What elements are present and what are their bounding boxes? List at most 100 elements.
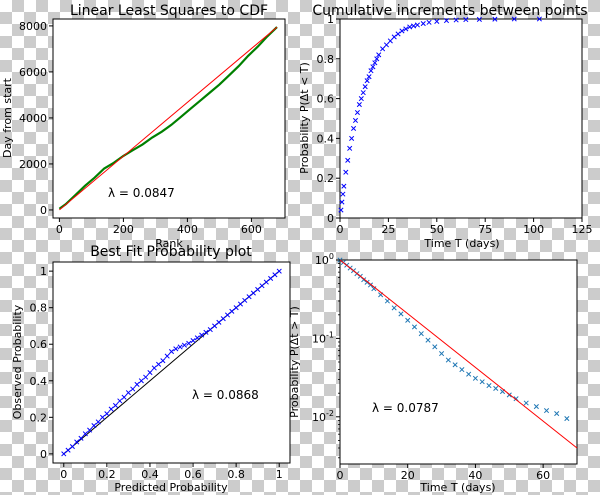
data-marks <box>58 26 278 211</box>
data-point <box>237 301 243 307</box>
data-point <box>341 183 347 189</box>
data-point <box>233 305 239 311</box>
data-point <box>362 84 368 90</box>
data-point <box>164 353 170 359</box>
data-point <box>250 290 256 296</box>
data-point <box>380 46 386 52</box>
data-point <box>272 272 278 278</box>
data-point <box>340 191 346 197</box>
x-tick-label: 40 <box>468 469 482 482</box>
data-point <box>263 279 269 285</box>
y-tick-label: 0.6 <box>30 338 48 351</box>
x-tick-label: 0.8 <box>227 468 245 481</box>
data-point <box>372 60 378 66</box>
series-line <box>339 259 578 449</box>
data-point <box>543 408 550 414</box>
data-point <box>95 419 101 425</box>
y-tick-label: 10-1 <box>312 330 334 345</box>
data-point <box>445 357 451 363</box>
x-tick-label: 0.4 <box>141 468 159 481</box>
lambda-annotation: λ = 0.0847 <box>108 186 175 200</box>
data-point <box>554 411 560 417</box>
data-point <box>511 16 517 22</box>
data-point <box>343 169 349 175</box>
data-point <box>108 406 114 412</box>
x-axis-label: Predicted Probability <box>114 481 228 494</box>
data-point <box>414 22 420 28</box>
x-tick-label: 0 <box>56 223 63 236</box>
data-point <box>426 19 432 25</box>
y-tick-label: 0 <box>40 204 47 217</box>
data-point <box>242 297 248 303</box>
y-tick-label: 0.6 <box>317 93 335 106</box>
data-point <box>479 379 485 385</box>
data-point <box>564 415 570 422</box>
plot-area <box>339 18 583 219</box>
data-point <box>432 344 438 350</box>
data-marks <box>61 268 282 457</box>
data-point <box>121 394 127 400</box>
data-point <box>100 414 106 420</box>
data-point <box>276 268 282 274</box>
data-point <box>356 102 362 108</box>
data-point <box>350 125 357 132</box>
data-point <box>65 447 71 453</box>
data-point <box>349 135 355 141</box>
y-tick-label: 4000 <box>19 112 47 125</box>
y-tick-label: 6000 <box>19 66 47 79</box>
data-point <box>199 332 205 338</box>
data-point <box>345 157 351 163</box>
data-point <box>374 56 380 62</box>
data-point <box>130 386 136 392</box>
plot-area <box>52 18 286 219</box>
data-point <box>399 28 405 34</box>
data-point <box>420 21 426 27</box>
y-tick-label: 0.4 <box>30 375 48 388</box>
data-point <box>156 361 162 367</box>
data-point <box>112 402 119 408</box>
x-tick-label: 600 <box>241 223 262 236</box>
data-point <box>361 277 367 283</box>
data-point <box>61 451 67 457</box>
y-tick-label: 0 <box>40 448 47 461</box>
chart-title: Linear Least Squares to CDF <box>70 3 268 19</box>
data-point <box>434 18 440 24</box>
data-point <box>207 327 213 333</box>
y-tick-label: 0.8 <box>30 302 48 315</box>
data-point <box>403 26 409 32</box>
data-point <box>246 294 252 300</box>
y-tick-label: 100 <box>315 252 334 267</box>
data-point <box>216 319 222 325</box>
y-axis-label: Observed Probability <box>11 304 24 419</box>
data-point <box>255 286 261 292</box>
data-point <box>138 378 144 384</box>
data-point <box>125 390 131 396</box>
data-point <box>533 404 539 410</box>
data-point <box>398 311 404 317</box>
data-point <box>492 16 498 22</box>
data-point <box>476 16 482 22</box>
data-point <box>364 78 370 84</box>
data-point <box>117 398 123 404</box>
data-point <box>186 340 192 346</box>
data-point <box>453 17 459 23</box>
data-point <box>177 344 183 350</box>
x-axis-label: Time T (days) <box>423 237 499 250</box>
x-tick-label: 0.6 <box>184 468 202 481</box>
data-point <box>181 342 187 348</box>
data-point <box>371 286 377 292</box>
data-point <box>405 317 411 323</box>
lambda-annotation: λ = 0.0868 <box>192 388 259 402</box>
y-tick-label: 0.4 <box>317 132 335 145</box>
data-point <box>203 329 209 335</box>
data-point <box>523 400 529 406</box>
data-point <box>391 305 397 311</box>
data-point <box>151 365 157 371</box>
x-axis-label: Rank <box>155 237 183 250</box>
data-point <box>376 52 382 58</box>
axis-ticks: 0 25 50 75 100 125 0 0.2 0.4 0.6 0.8 1 <box>317 13 593 236</box>
y-axis-label: Day from start <box>1 77 14 158</box>
data-point <box>439 351 445 357</box>
chart-cumulative-increments: Cumulative increments between points Tim… <box>298 3 593 250</box>
data-point <box>493 385 499 391</box>
